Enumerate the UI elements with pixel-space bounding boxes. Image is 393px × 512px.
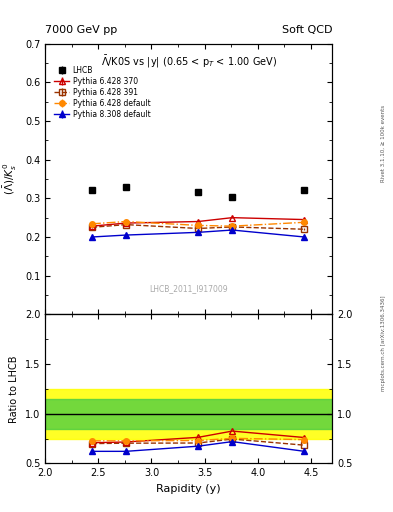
Text: mcplots.cern.ch [arXiv:1306.3436]: mcplots.cern.ch [arXiv:1306.3436] <box>381 295 386 391</box>
Text: $\bar{\Lambda}$/K0S vs |y| (0.65 < p$_T$ < 1.00 GeV): $\bar{\Lambda}$/K0S vs |y| (0.65 < p$_T$… <box>101 54 277 70</box>
Bar <box>45 389 332 439</box>
Text: Soft QCD: Soft QCD <box>282 26 332 35</box>
Legend: LHCB, Pythia 6.428 370, Pythia 6.428 391, Pythia 6.428 default, Pythia 8.308 def: LHCB, Pythia 6.428 370, Pythia 6.428 391… <box>51 63 153 121</box>
Y-axis label: $\bar{(\Lambda)}/K^0_s$: $\bar{(\Lambda)}/K^0_s$ <box>2 163 19 195</box>
Text: Rivet 3.1.10, ≥ 100k events: Rivet 3.1.10, ≥ 100k events <box>381 105 386 182</box>
Text: 7000 GeV pp: 7000 GeV pp <box>45 26 118 35</box>
Bar <box>45 399 332 429</box>
Y-axis label: Ratio to LHCB: Ratio to LHCB <box>9 355 19 422</box>
X-axis label: Rapidity (y): Rapidity (y) <box>156 484 221 494</box>
Text: LHCB_2011_I917009: LHCB_2011_I917009 <box>149 284 228 293</box>
